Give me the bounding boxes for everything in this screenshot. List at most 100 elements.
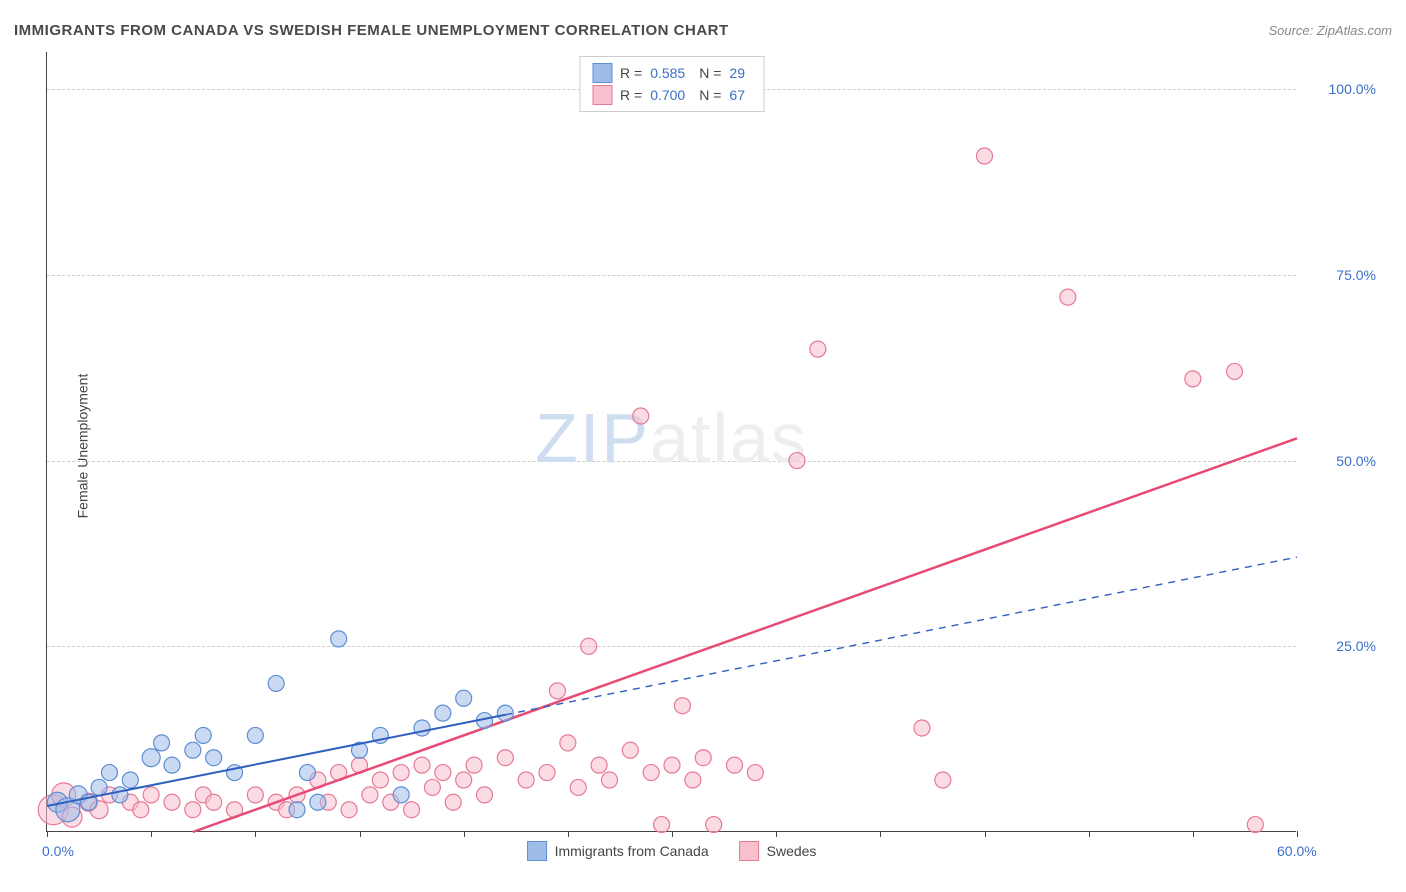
data-point [414, 720, 430, 736]
data-point [435, 705, 451, 721]
data-point [789, 453, 805, 469]
legend-item-swedes: Swedes [739, 841, 817, 861]
data-point [154, 735, 170, 751]
data-point [602, 772, 618, 788]
n-label: N = [699, 87, 721, 103]
data-point [424, 779, 440, 795]
data-point [393, 787, 409, 803]
data-point [581, 638, 597, 654]
r-label: R = [620, 87, 642, 103]
data-point [310, 794, 326, 810]
data-point [664, 757, 680, 773]
legend-item-canada: Immigrants from Canada [527, 841, 709, 861]
data-point [560, 735, 576, 751]
data-point [206, 794, 222, 810]
trend-line [193, 438, 1297, 832]
data-point [331, 631, 347, 647]
series-legend: Immigrants from Canada Swedes [527, 841, 817, 861]
y-tick-label: 25.0% [1336, 638, 1376, 654]
r-label: R = [620, 65, 642, 81]
plot-area: ZIPatlas R = 0.585 N = 29 R = 0.700 N = … [46, 52, 1296, 832]
chart-title: IMMIGRANTS FROM CANADA VS SWEDISH FEMALE… [14, 22, 729, 39]
x-tick-label: 60.0% [1277, 843, 1317, 859]
n-value-canada: 29 [729, 65, 745, 81]
data-point [185, 742, 201, 758]
data-point [268, 675, 284, 691]
data-point [747, 765, 763, 781]
data-point [539, 765, 555, 781]
legend-swatch-swedes [739, 841, 759, 861]
legend-label-swedes: Swedes [767, 843, 817, 859]
legend-row-swedes: R = 0.700 N = 67 [592, 85, 751, 105]
legend-label-canada: Immigrants from Canada [555, 843, 709, 859]
chart-svg [47, 52, 1297, 832]
n-label: N = [699, 65, 721, 81]
data-point [247, 727, 263, 743]
data-point [435, 765, 451, 781]
data-point [977, 148, 993, 164]
data-point [185, 802, 201, 818]
data-point [622, 742, 638, 758]
data-point [142, 749, 160, 767]
data-point [456, 690, 472, 706]
data-point [133, 802, 149, 818]
data-point [935, 772, 951, 788]
data-point [341, 802, 357, 818]
data-point [206, 750, 222, 766]
data-point [1227, 363, 1243, 379]
data-point [414, 757, 430, 773]
data-point [477, 787, 493, 803]
y-tick-label: 50.0% [1336, 453, 1376, 469]
data-point [143, 787, 159, 803]
data-point [362, 787, 378, 803]
data-point [695, 750, 711, 766]
data-point [674, 698, 690, 714]
r-value-canada: 0.585 [650, 65, 685, 81]
data-point [633, 408, 649, 424]
data-point [654, 817, 670, 833]
x-tick [1297, 831, 1298, 837]
data-point [289, 802, 305, 818]
y-tick-label: 100.0% [1329, 81, 1376, 97]
data-point [570, 779, 586, 795]
data-point [685, 772, 701, 788]
x-tick-label: 0.0% [42, 843, 74, 859]
correlation-legend: R = 0.585 N = 29 R = 0.700 N = 67 [579, 56, 764, 112]
data-point [122, 772, 138, 788]
data-point [299, 765, 315, 781]
data-point [643, 765, 659, 781]
data-point [112, 787, 128, 803]
r-value-swedes: 0.700 [650, 87, 685, 103]
data-point [1185, 371, 1201, 387]
data-point [456, 772, 472, 788]
legend-swatch-canada [527, 841, 547, 861]
trend-line-dashed [505, 557, 1297, 715]
data-point [247, 787, 263, 803]
data-point [445, 794, 461, 810]
data-point [404, 802, 420, 818]
source-attribution: Source: ZipAtlas.com [1268, 23, 1392, 38]
data-point [497, 750, 513, 766]
data-point [195, 727, 211, 743]
data-point [1060, 289, 1076, 305]
data-point [706, 817, 722, 833]
data-point [1247, 817, 1263, 833]
legend-swatch-canada [592, 63, 612, 83]
data-point [810, 341, 826, 357]
data-point [591, 757, 607, 773]
data-point [164, 794, 180, 810]
data-point [164, 757, 180, 773]
chart-header: IMMIGRANTS FROM CANADA VS SWEDISH FEMALE… [14, 22, 1392, 39]
data-point [372, 772, 388, 788]
data-point [102, 765, 118, 781]
data-point [549, 683, 565, 699]
data-point [91, 779, 107, 795]
chart-container: IMMIGRANTS FROM CANADA VS SWEDISH FEMALE… [0, 0, 1406, 892]
y-tick-label: 75.0% [1336, 267, 1376, 283]
data-point [466, 757, 482, 773]
legend-row-canada: R = 0.585 N = 29 [592, 63, 751, 83]
legend-swatch-swedes [592, 85, 612, 105]
data-point [518, 772, 534, 788]
data-point [914, 720, 930, 736]
data-point [393, 765, 409, 781]
